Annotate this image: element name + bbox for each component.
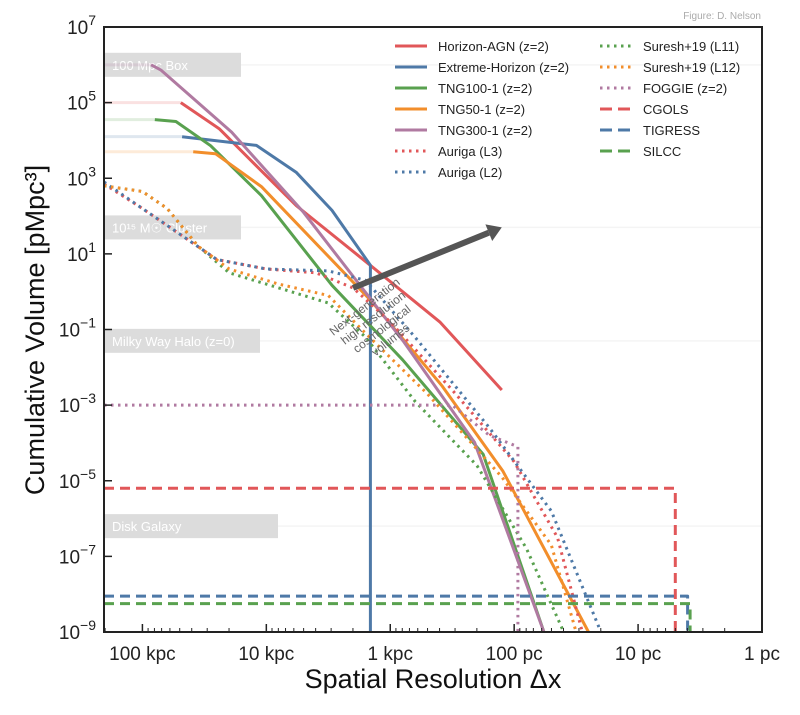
series-silcc xyxy=(104,602,692,632)
legend-item-suresh-19-l12: Suresh+19 (L12) xyxy=(600,60,740,75)
x-tick-label: 10 kpc xyxy=(238,644,294,665)
legend-item-extreme-horizon-z-2: Extreme-Horizon (z=2) xyxy=(395,60,569,75)
legend-item-horizon-agn-z-2: Horizon-AGN (z=2) xyxy=(395,39,549,54)
x-axis-title: Spatial Resolution Δx xyxy=(305,664,562,694)
series-tng100-1-z-2 xyxy=(104,118,546,633)
figure-credit: Figure: D. Nelson xyxy=(683,11,761,22)
series-line xyxy=(103,184,578,633)
series-line xyxy=(104,602,692,632)
series-layer xyxy=(103,63,692,633)
y-tick-label: 10−5 xyxy=(59,466,96,493)
series-suresh-19-l12 xyxy=(103,184,578,633)
legend-label: Suresh+19 (L12) xyxy=(643,60,740,75)
legend-label: TNG300-1 (z=2) xyxy=(438,123,532,138)
legend-item-auriga-l3: Auriga (L3) xyxy=(395,144,502,159)
y-tick-label: 10−7 xyxy=(59,541,96,568)
legend-item-suresh-19-l11: Suresh+19 (L11) xyxy=(600,39,739,54)
band-box xyxy=(105,215,241,240)
legend-label: TIGRESS xyxy=(643,123,700,138)
y-axis-title: Cumulative Volume [pMpc³] xyxy=(20,165,50,495)
series-line xyxy=(181,135,372,632)
y-tick-label: 107 xyxy=(67,12,96,39)
series-line xyxy=(150,63,546,633)
arrow-head-icon xyxy=(485,224,502,242)
y-tick-label: 103 xyxy=(67,163,96,190)
y-tick-label: 10−9 xyxy=(59,617,96,644)
series-line xyxy=(104,594,690,632)
band-box xyxy=(105,52,241,77)
legend-label: CGOLS xyxy=(643,102,689,117)
legend-item-auriga-l2: Auriga (L2) xyxy=(395,165,502,180)
y-tick-label: 105 xyxy=(67,88,96,115)
legend-item-cgols: CGOLS xyxy=(600,102,689,117)
arrow-shaft xyxy=(351,229,490,291)
legend-item-foggie-z-2: FOGGIE (z=2) xyxy=(600,81,727,96)
series-foggie-z-2 xyxy=(104,403,520,632)
legend-label: TNG100-1 (z=2) xyxy=(438,81,532,96)
band-box xyxy=(105,514,278,539)
x-tick-label: 1 pc xyxy=(744,644,780,665)
legend-label: Extreme-Horizon (z=2) xyxy=(438,60,569,75)
band-label: 10¹⁵ M☉ Cluster xyxy=(112,220,208,235)
legend-label: FOGGIE (z=2) xyxy=(643,81,727,96)
x-tick-label: 100 kpc xyxy=(109,644,176,665)
series-line xyxy=(104,403,520,632)
legend-item-tng100-1-z-2: TNG100-1 (z=2) xyxy=(395,81,532,96)
legend-item-tng300-1-z-2: TNG300-1 (z=2) xyxy=(395,123,532,138)
legend-label: Suresh+19 (L11) xyxy=(643,39,739,54)
series-cgols xyxy=(104,486,677,632)
series-horizon-agn-z-2 xyxy=(104,101,503,392)
reference-bands: 100 Mpc Box 10¹⁵ M☉ Cluster Milky Way Halo… xyxy=(104,52,762,539)
series-auriga-l3 xyxy=(103,182,584,633)
series-line xyxy=(103,182,584,633)
legend-item-silcc: SILCC xyxy=(600,144,681,159)
x-tick-label: 10 pc xyxy=(615,644,661,665)
legend-item-tng50-1-z-2: TNG50-1 (z=2) xyxy=(395,102,525,117)
series-line xyxy=(104,486,677,632)
y-tick-label: 10−1 xyxy=(59,315,96,342)
band-label: Milky Way Halo (z=0) xyxy=(112,334,235,349)
legend-label: SILCC xyxy=(643,144,681,159)
legend-item-tigress: TIGRESS xyxy=(600,123,700,138)
x-axis: 100 kpc 10 kpc 1 kpc 100 pc 10 pc 1 pc xyxy=(104,624,780,665)
y-tick-label: 10−3 xyxy=(59,390,96,417)
band-box xyxy=(105,328,260,353)
legend-label: Auriga (L2) xyxy=(438,165,502,180)
legend: Horizon-AGN (z=2) Extreme-Horizon (z=2) TN… xyxy=(395,39,740,180)
series-line xyxy=(179,101,503,392)
legend-label: Auriga (L3) xyxy=(438,144,502,159)
y-axis: 107 105 103 101 10−1 10−3 10−5 10−7 10−9 xyxy=(59,12,112,644)
legend-label: Horizon-AGN (z=2) xyxy=(438,39,549,54)
band-label: Disk Galaxy xyxy=(112,519,182,534)
x-tick-label: 1 kpc xyxy=(368,644,413,665)
band-label: 100 Mpc Box xyxy=(112,58,188,73)
series-line xyxy=(154,118,546,633)
legend-label: TNG50-1 (z=2) xyxy=(438,102,525,117)
series-tigress xyxy=(104,594,690,632)
y-tick-label: 101 xyxy=(67,239,96,266)
series-line xyxy=(193,150,590,633)
series-tng300-1-z-2 xyxy=(104,63,546,633)
x-tick-label: 100 pc xyxy=(486,644,543,665)
